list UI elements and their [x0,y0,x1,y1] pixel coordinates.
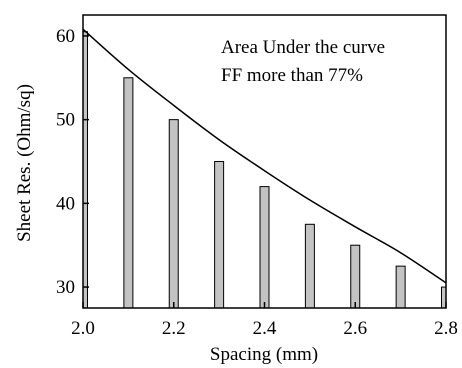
y-tick-label: 60 [56,26,75,47]
bar [259,186,270,308]
bar [395,265,406,308]
bar [441,286,446,308]
x-tick-label: 2.0 [71,318,95,339]
x-tick-label: 2.4 [253,318,277,339]
x-axis: 2.0 2.2 2.4 2.6 2.8 [71,302,458,339]
bar [168,119,179,308]
bar [83,31,88,308]
bar [214,161,225,308]
bar [350,244,361,308]
x-tick-label: 2.8 [434,318,458,339]
annotation-line-1: Area Under the curve [221,37,385,58]
bar [123,77,134,308]
plot-area [82,14,447,309]
bars-group [83,31,446,308]
x-tick-label: 2.2 [162,318,186,339]
bar [304,223,315,308]
y-tick-label: 30 [56,277,75,298]
y-axis-label: Sheet Res. (Ohm/sq) [14,84,35,242]
y-tick-label: 40 [56,193,75,214]
annotation-line-2: FF more than 77% [221,65,363,86]
annotation-group: Area Under the curve FF more than 77% [221,37,385,86]
fit-curve [82,28,447,284]
y-tick-label: 50 [56,110,75,131]
y-axis: 30 40 50 60 [56,26,89,298]
x-axis-label: Spacing (mm) [210,344,318,365]
x-tick-label: 2.6 [343,318,367,339]
